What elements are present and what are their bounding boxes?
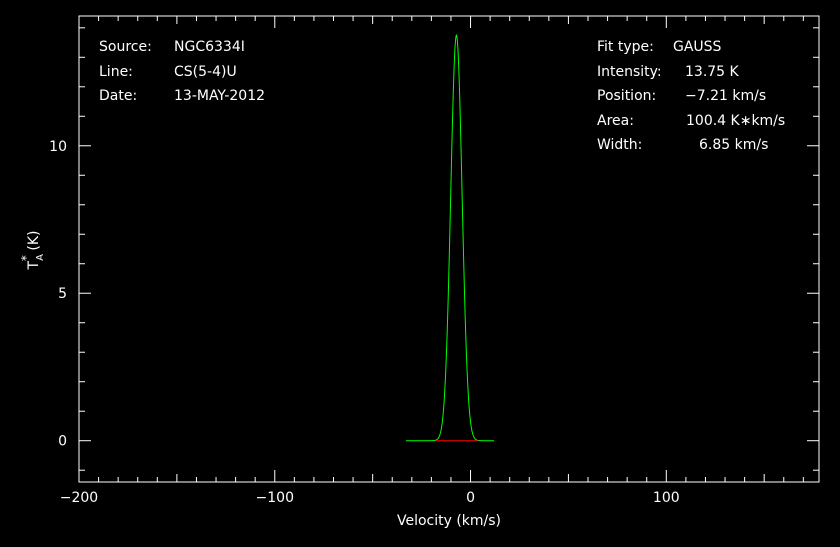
tick-layer: −200 −100 0 100 0 5 10 (49, 16, 819, 506)
y-axis-label-main: T (26, 260, 42, 270)
y-tick-label: 5 (58, 286, 67, 302)
data-layer (405, 33, 495, 442)
x-tick-label: 100 (653, 490, 680, 506)
line-label: Line: (99, 64, 133, 80)
source-label: Source: (99, 39, 152, 55)
y-axis-label-unit: (K) (26, 231, 42, 256)
fit-position-value: −7.21 km/s (685, 88, 766, 104)
y-tick-label: 10 (49, 139, 67, 155)
date-value: 13-MAY-2012 (174, 88, 265, 104)
fit-width-label: Width: (597, 137, 642, 153)
gaussian-fit-line (405, 33, 495, 442)
x-tick-label: −200 (60, 490, 98, 506)
x-axis-label: Velocity (km/s) (397, 513, 501, 529)
plot-frame (78, 15, 820, 483)
fit-intensity-value: 13.75 K (685, 64, 740, 80)
y-axis-label-sub: A (35, 254, 46, 261)
y-tick-label: 0 (58, 434, 67, 450)
fit-intensity-label: Intensity: (597, 64, 662, 80)
fit-type-label: Fit type: (597, 39, 654, 55)
x-tick-label: −100 (256, 490, 294, 506)
y-axis-label-sup: * (19, 255, 33, 261)
fit-area-value: 100.4 K∗km/s (686, 113, 785, 129)
x-tick-label: 0 (466, 490, 475, 506)
line-value: CS(5-4)U (174, 64, 237, 80)
fit-type-value: GAUSS (673, 39, 722, 55)
fit-position-label: Position: (597, 88, 656, 104)
source-value: NGC6334I (174, 39, 245, 55)
fit-width-value: 6.85 km/s (699, 137, 768, 153)
fit-area-label: Area: (597, 113, 634, 129)
date-label: Date: (99, 88, 137, 104)
y-axis-label: TA* (K) (19, 231, 46, 271)
